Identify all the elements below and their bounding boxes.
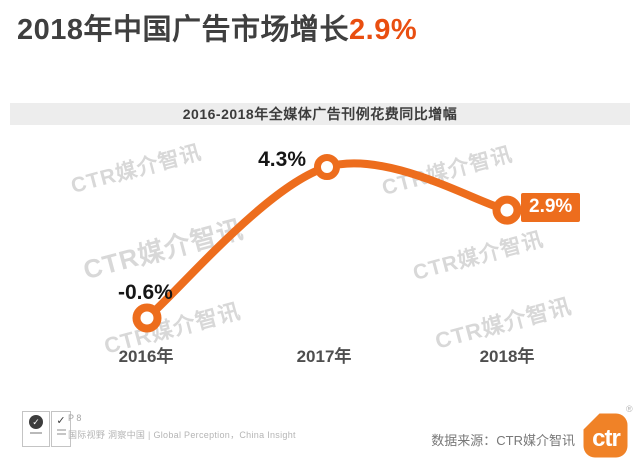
- check-icon: ✓: [56, 415, 66, 427]
- chart-title: 2016-2018年全媒体广告刊例花费同比增幅: [182, 106, 458, 122]
- page-number: P 8: [68, 413, 82, 423]
- x-axis-label-2016: 2016年: [118, 347, 174, 366]
- page-title-text: 2018年中国广告市场增长: [17, 14, 350, 46]
- data-point-2018年: [492, 195, 522, 225]
- cert-caption-line: [30, 432, 42, 434]
- cert-caption-line: [56, 433, 66, 435]
- certification-badges: ✓ ✓: [22, 411, 71, 447]
- page-title-highlight: 2.9%: [349, 14, 418, 46]
- data-label-2016: -0.6%: [118, 281, 173, 304]
- data-label-2017: 4.3%: [258, 148, 306, 171]
- ctr-logo-shape: [583, 413, 628, 458]
- watermark: CTR媒介智讯: [379, 142, 516, 200]
- footer-slogan: 国际视野 洞察中国 | Global Perception，China Insi…: [68, 430, 296, 440]
- chart-title-bar: 2016-2018年全媒体广告刊例花费同比增幅: [10, 103, 630, 125]
- quality-certification-icon: ✓: [22, 411, 50, 447]
- x-axis-label-2017: 2017年: [296, 347, 352, 366]
- data-source-note: 数据来源：CTR媒介智讯: [431, 433, 575, 448]
- cert-caption-line: [56, 429, 66, 431]
- trust-certification-icon: ✓: [51, 411, 71, 447]
- watermark: CTR媒介智讯: [410, 227, 547, 285]
- check-circle-icon: ✓: [29, 415, 43, 429]
- watermark: CTR媒介智讯: [68, 140, 205, 198]
- watermark: CTR媒介智讯: [80, 213, 247, 286]
- data-point-2017年: [314, 154, 340, 180]
- ctr-logo: ctr: [583, 413, 628, 458]
- x-axis-label-2018: 2018年: [479, 347, 535, 366]
- data-label-2018-badge: 2.9%: [521, 193, 581, 222]
- registered-trademark-symbol: ®: [626, 404, 633, 414]
- ctr-logo-text: ctr: [592, 425, 620, 452]
- page-title: 2018年中国广告市场增长2.9%: [17, 6, 417, 48]
